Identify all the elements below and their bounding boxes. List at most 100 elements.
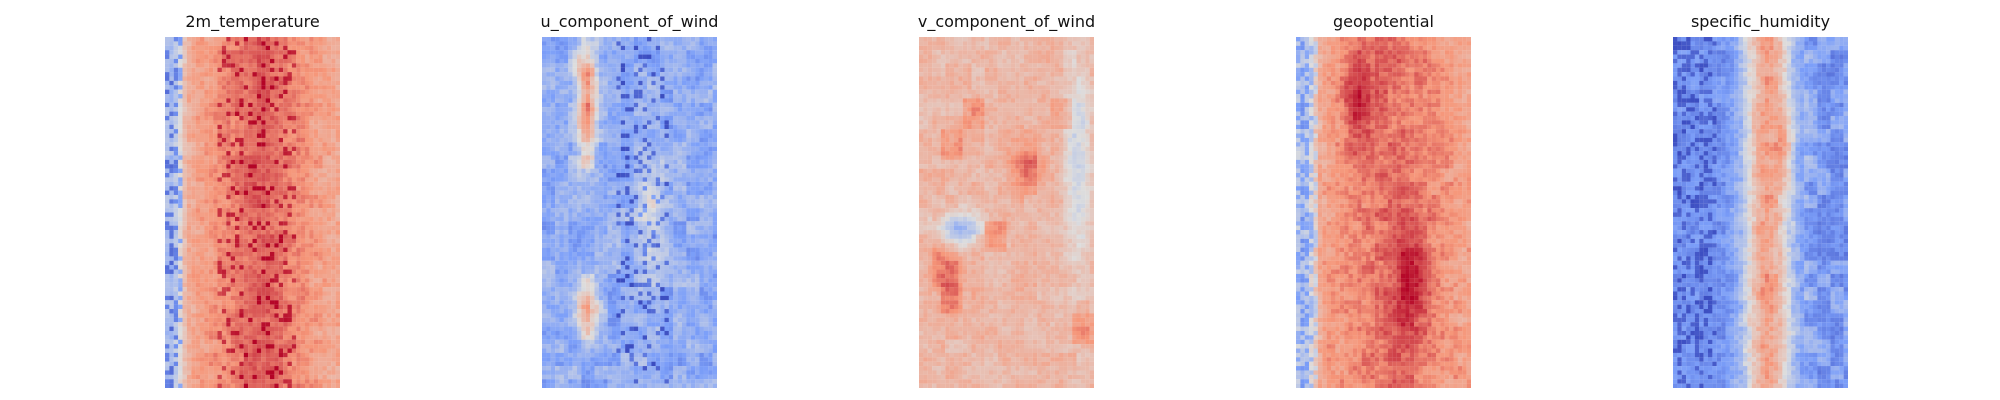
heatmap-cell (309, 94, 314, 99)
heatmap-cell (186, 339, 192, 345)
heatmap-cell (178, 137, 183, 143)
heatmap-cell (309, 155, 314, 160)
heatmap-cell (200, 313, 205, 318)
heatmap-cell (664, 212, 669, 217)
heatmap-cell (577, 208, 582, 213)
heatmap-cell (270, 115, 275, 121)
heatmap-cell (699, 124, 704, 130)
heatmap-cell (322, 326, 327, 332)
heatmap-cell (239, 357, 244, 362)
heatmap-cell (313, 309, 319, 314)
heatmap-cell (607, 115, 613, 121)
heatmap-cell (322, 313, 327, 318)
heatmap-cell (318, 251, 323, 257)
heatmap-cell (625, 221, 630, 226)
heatmap-cell (577, 111, 582, 117)
heatmap-cell (287, 348, 292, 353)
heatmap-cell (305, 317, 310, 323)
heatmap-cell (221, 186, 227, 191)
heatmap-cell (550, 80, 556, 86)
heatmap-cell (270, 313, 275, 318)
heatmap-cell (243, 129, 249, 134)
heatmap-cell (287, 379, 292, 384)
heatmap-cell (326, 120, 332, 125)
heatmap-cell (555, 142, 560, 147)
heatmap-cell (283, 304, 288, 310)
heatmap-cell (633, 111, 639, 117)
heatmap-cell (235, 94, 240, 99)
heatmap-cell (695, 225, 700, 231)
heatmap-cell (261, 186, 266, 191)
heatmap-cell (204, 89, 209, 95)
heatmap-cell (555, 225, 560, 231)
heatmap-cell (642, 129, 648, 134)
heatmap-cell (318, 335, 323, 340)
heatmap-cell (208, 50, 214, 55)
heatmap-cell (300, 291, 306, 296)
heatmap-cell (572, 199, 578, 204)
heatmap-cell (563, 115, 569, 121)
heatmap-cell (629, 76, 634, 81)
heatmap-cell (274, 304, 279, 310)
heatmap-cell (265, 199, 271, 204)
heatmap-cell (195, 265, 201, 270)
heatmap-cell (625, 199, 630, 204)
heatmap-cell (291, 203, 297, 209)
heatmap-cell (278, 67, 284, 73)
heatmap-cell (235, 151, 240, 156)
heatmap-cell (655, 173, 661, 178)
heatmap-cell (313, 278, 319, 283)
heatmap-cell (221, 89, 227, 95)
heatmap-cell (296, 111, 301, 117)
heatmap-cell (291, 85, 297, 90)
heatmap-cell (668, 186, 674, 191)
heatmap-cell (239, 67, 244, 73)
heatmap-cell (270, 120, 275, 125)
heatmap-cell (335, 309, 340, 314)
heatmap-cell (291, 322, 297, 327)
heatmap-cell (612, 85, 617, 90)
heatmap-cell (577, 85, 582, 90)
heatmap-cell (239, 330, 244, 336)
heatmap-cell (331, 129, 336, 134)
heatmap-cell (313, 164, 319, 169)
heatmap-cell (178, 234, 183, 239)
heatmap-cell (305, 269, 310, 275)
heatmap-cell (165, 129, 170, 134)
heatmap-cell (542, 203, 547, 209)
heatmap-cell (313, 80, 319, 86)
heatmap-cell (668, 194, 674, 200)
heatmap-cell (585, 216, 591, 222)
heatmap-cell (278, 168, 284, 174)
heatmap-cell (291, 181, 297, 187)
heatmap-cell (322, 287, 327, 292)
heatmap-cell (695, 85, 700, 90)
heatmap-cell (256, 370, 262, 375)
heatmap-cell (305, 159, 310, 165)
heatmap-cell (283, 221, 288, 226)
heatmap-cell (243, 151, 249, 156)
heatmap-cell (235, 243, 240, 248)
heatmap-cell (651, 98, 656, 103)
heatmap-2m-temperature (165, 37, 340, 388)
heatmap-cell (221, 317, 227, 323)
heatmap-cell (677, 216, 683, 222)
heatmap-cell (686, 186, 691, 191)
heatmap-cell (647, 173, 652, 178)
heatmap-cell (712, 137, 717, 143)
heatmap-cell (213, 76, 218, 81)
heatmap-cell (213, 322, 218, 327)
heatmap-cell (270, 304, 275, 310)
heatmap-cell (226, 115, 231, 121)
heatmap-cell (235, 370, 240, 375)
heatmap-cell (226, 137, 231, 143)
heatmap-cell (283, 208, 288, 213)
heatmap-cell (283, 67, 288, 73)
heatmap-cell (305, 137, 310, 143)
heatmap-cell (265, 247, 271, 253)
heatmap-cell (335, 278, 340, 283)
heatmap-cell (252, 107, 257, 112)
heatmap-cell (686, 63, 691, 68)
heatmap-cell (235, 313, 240, 318)
heatmap-cell (309, 41, 314, 46)
